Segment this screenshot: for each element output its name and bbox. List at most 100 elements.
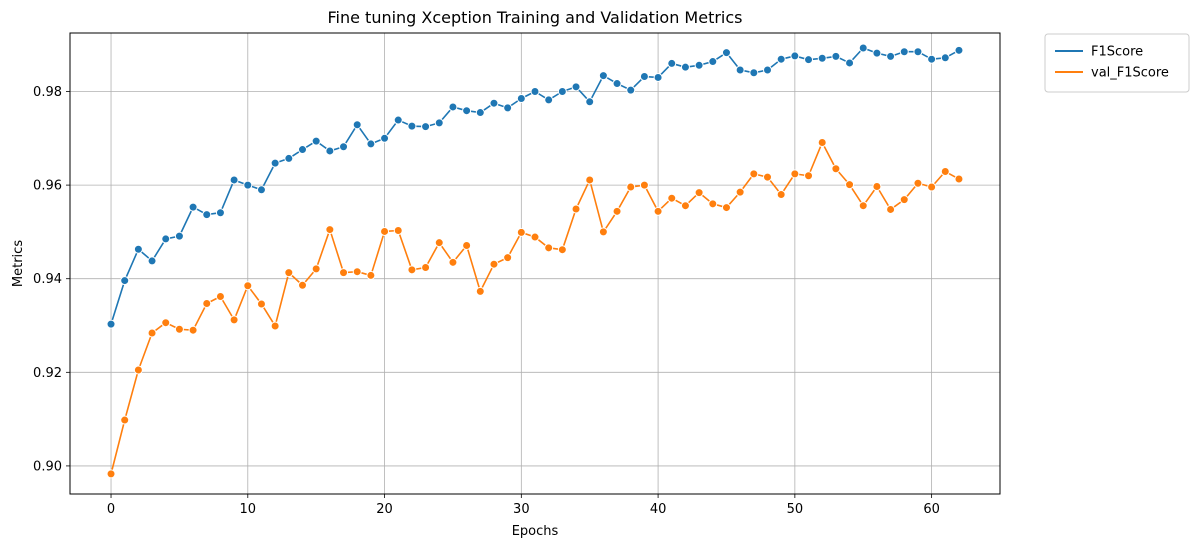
data-point (120, 276, 130, 286)
data-point (817, 53, 827, 63)
data-point (872, 48, 882, 58)
data-point (735, 65, 745, 75)
data-point (489, 98, 499, 108)
data-point (585, 97, 595, 107)
data-point (530, 232, 540, 242)
data-point (940, 53, 950, 63)
data-point (448, 102, 458, 112)
x-tick-label: 0 (107, 502, 115, 517)
data-point (639, 180, 649, 190)
data-point (215, 208, 225, 218)
data-point (831, 164, 841, 174)
y-axis-label: Metrics (11, 240, 26, 287)
grid (70, 33, 1000, 494)
data-point (133, 365, 143, 375)
data-point (571, 204, 581, 214)
data-point (831, 51, 841, 61)
data-point (243, 281, 253, 291)
data-point (749, 169, 759, 179)
x-axis-label: Epochs (512, 524, 559, 539)
data-point (188, 325, 198, 335)
data-point (298, 280, 307, 290)
data-point (366, 139, 376, 149)
data-point (763, 172, 772, 182)
data-point (653, 72, 663, 82)
data-point (721, 48, 731, 58)
data-point (913, 47, 923, 57)
data-point (653, 206, 663, 216)
data-point (106, 469, 116, 479)
data-point (776, 54, 786, 64)
data-point (776, 189, 786, 199)
data-point (421, 122, 431, 132)
data-point (899, 47, 909, 57)
data-point (954, 45, 964, 55)
data-point (284, 153, 294, 163)
data-point (557, 245, 567, 255)
data-point (503, 103, 513, 113)
data-point (530, 87, 540, 96)
axis-ticks: 0 10 20 30 40 50 60 0.90 0.92 0.94 0.96 0.98 (33, 85, 940, 517)
data-point (147, 256, 157, 266)
data-point (352, 120, 362, 130)
data-point (161, 234, 171, 244)
data-point (380, 133, 390, 143)
data-point (639, 72, 649, 82)
legend-box (1044, 33, 1190, 93)
data-point (393, 115, 403, 125)
y-tick-label: 0.92 (33, 366, 62, 381)
x-tick-label: 60 (923, 502, 940, 517)
data-point (667, 193, 677, 203)
data-point (544, 95, 554, 105)
data-point (790, 169, 800, 179)
data-point (147, 328, 157, 338)
legend-label: val_F1Score (1091, 66, 1169, 81)
data-point (845, 180, 855, 190)
data-point (243, 180, 253, 190)
legend-label: F1Score (1091, 45, 1143, 60)
data-point (407, 265, 417, 275)
plot-frame (69, 32, 1001, 495)
data-point (106, 319, 116, 329)
x-tick-label: 20 (376, 502, 393, 517)
data-point (339, 268, 349, 278)
x-tick-label: 50 (787, 502, 804, 517)
y-tick-label: 0.94 (33, 272, 62, 287)
series-f1score (106, 43, 964, 329)
x-tick-label: 30 (513, 502, 530, 517)
data-point (735, 187, 745, 197)
data-point (694, 188, 704, 198)
data-point (749, 68, 759, 78)
data-point (954, 174, 964, 184)
data-point (557, 87, 567, 96)
chart-title: Fine tuning Xception Training and Valida… (327, 8, 742, 27)
data-point (325, 225, 335, 235)
y-tick-label: 0.98 (33, 85, 62, 100)
data-point (626, 85, 636, 95)
data-point (516, 227, 526, 237)
data-point (229, 175, 239, 185)
data-point (489, 259, 499, 269)
data-point (694, 60, 704, 70)
y-tick-label: 0.90 (33, 459, 62, 474)
data-point (270, 321, 280, 331)
data-point (680, 62, 690, 72)
data-point (886, 51, 896, 61)
data-point (434, 238, 444, 248)
x-tick-label: 10 (240, 502, 257, 517)
data-point (708, 199, 718, 209)
data-point (899, 195, 909, 205)
data-point (804, 171, 814, 181)
data-point (475, 108, 485, 118)
data-point (598, 71, 608, 81)
legend: F1Score val_F1Score (1044, 33, 1190, 93)
data-point (256, 185, 266, 195)
data-point (174, 324, 184, 334)
series-line (110, 141, 960, 475)
data-point (380, 226, 390, 236)
data-point (448, 257, 458, 267)
data-point (886, 204, 896, 214)
data-point (133, 244, 143, 254)
data-point (462, 240, 472, 250)
